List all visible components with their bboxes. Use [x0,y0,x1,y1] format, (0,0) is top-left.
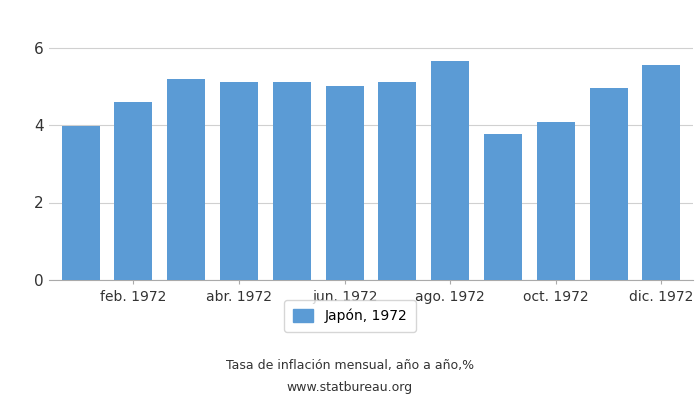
Bar [326,86,363,280]
Bar [115,102,153,280]
Bar [220,82,258,280]
Bar [537,122,575,280]
Text: www.statbureau.org: www.statbureau.org [287,382,413,394]
Bar [431,61,469,280]
Legend: Japón, 1972: Japón, 1972 [284,300,416,332]
Bar [589,88,627,280]
Bar [379,82,416,280]
Bar [643,65,680,280]
Text: Tasa de inflación mensual, año a año,%: Tasa de inflación mensual, año a año,% [226,360,474,372]
Bar [273,82,311,280]
Bar [62,126,99,280]
Bar [484,134,522,280]
Bar [167,78,205,280]
